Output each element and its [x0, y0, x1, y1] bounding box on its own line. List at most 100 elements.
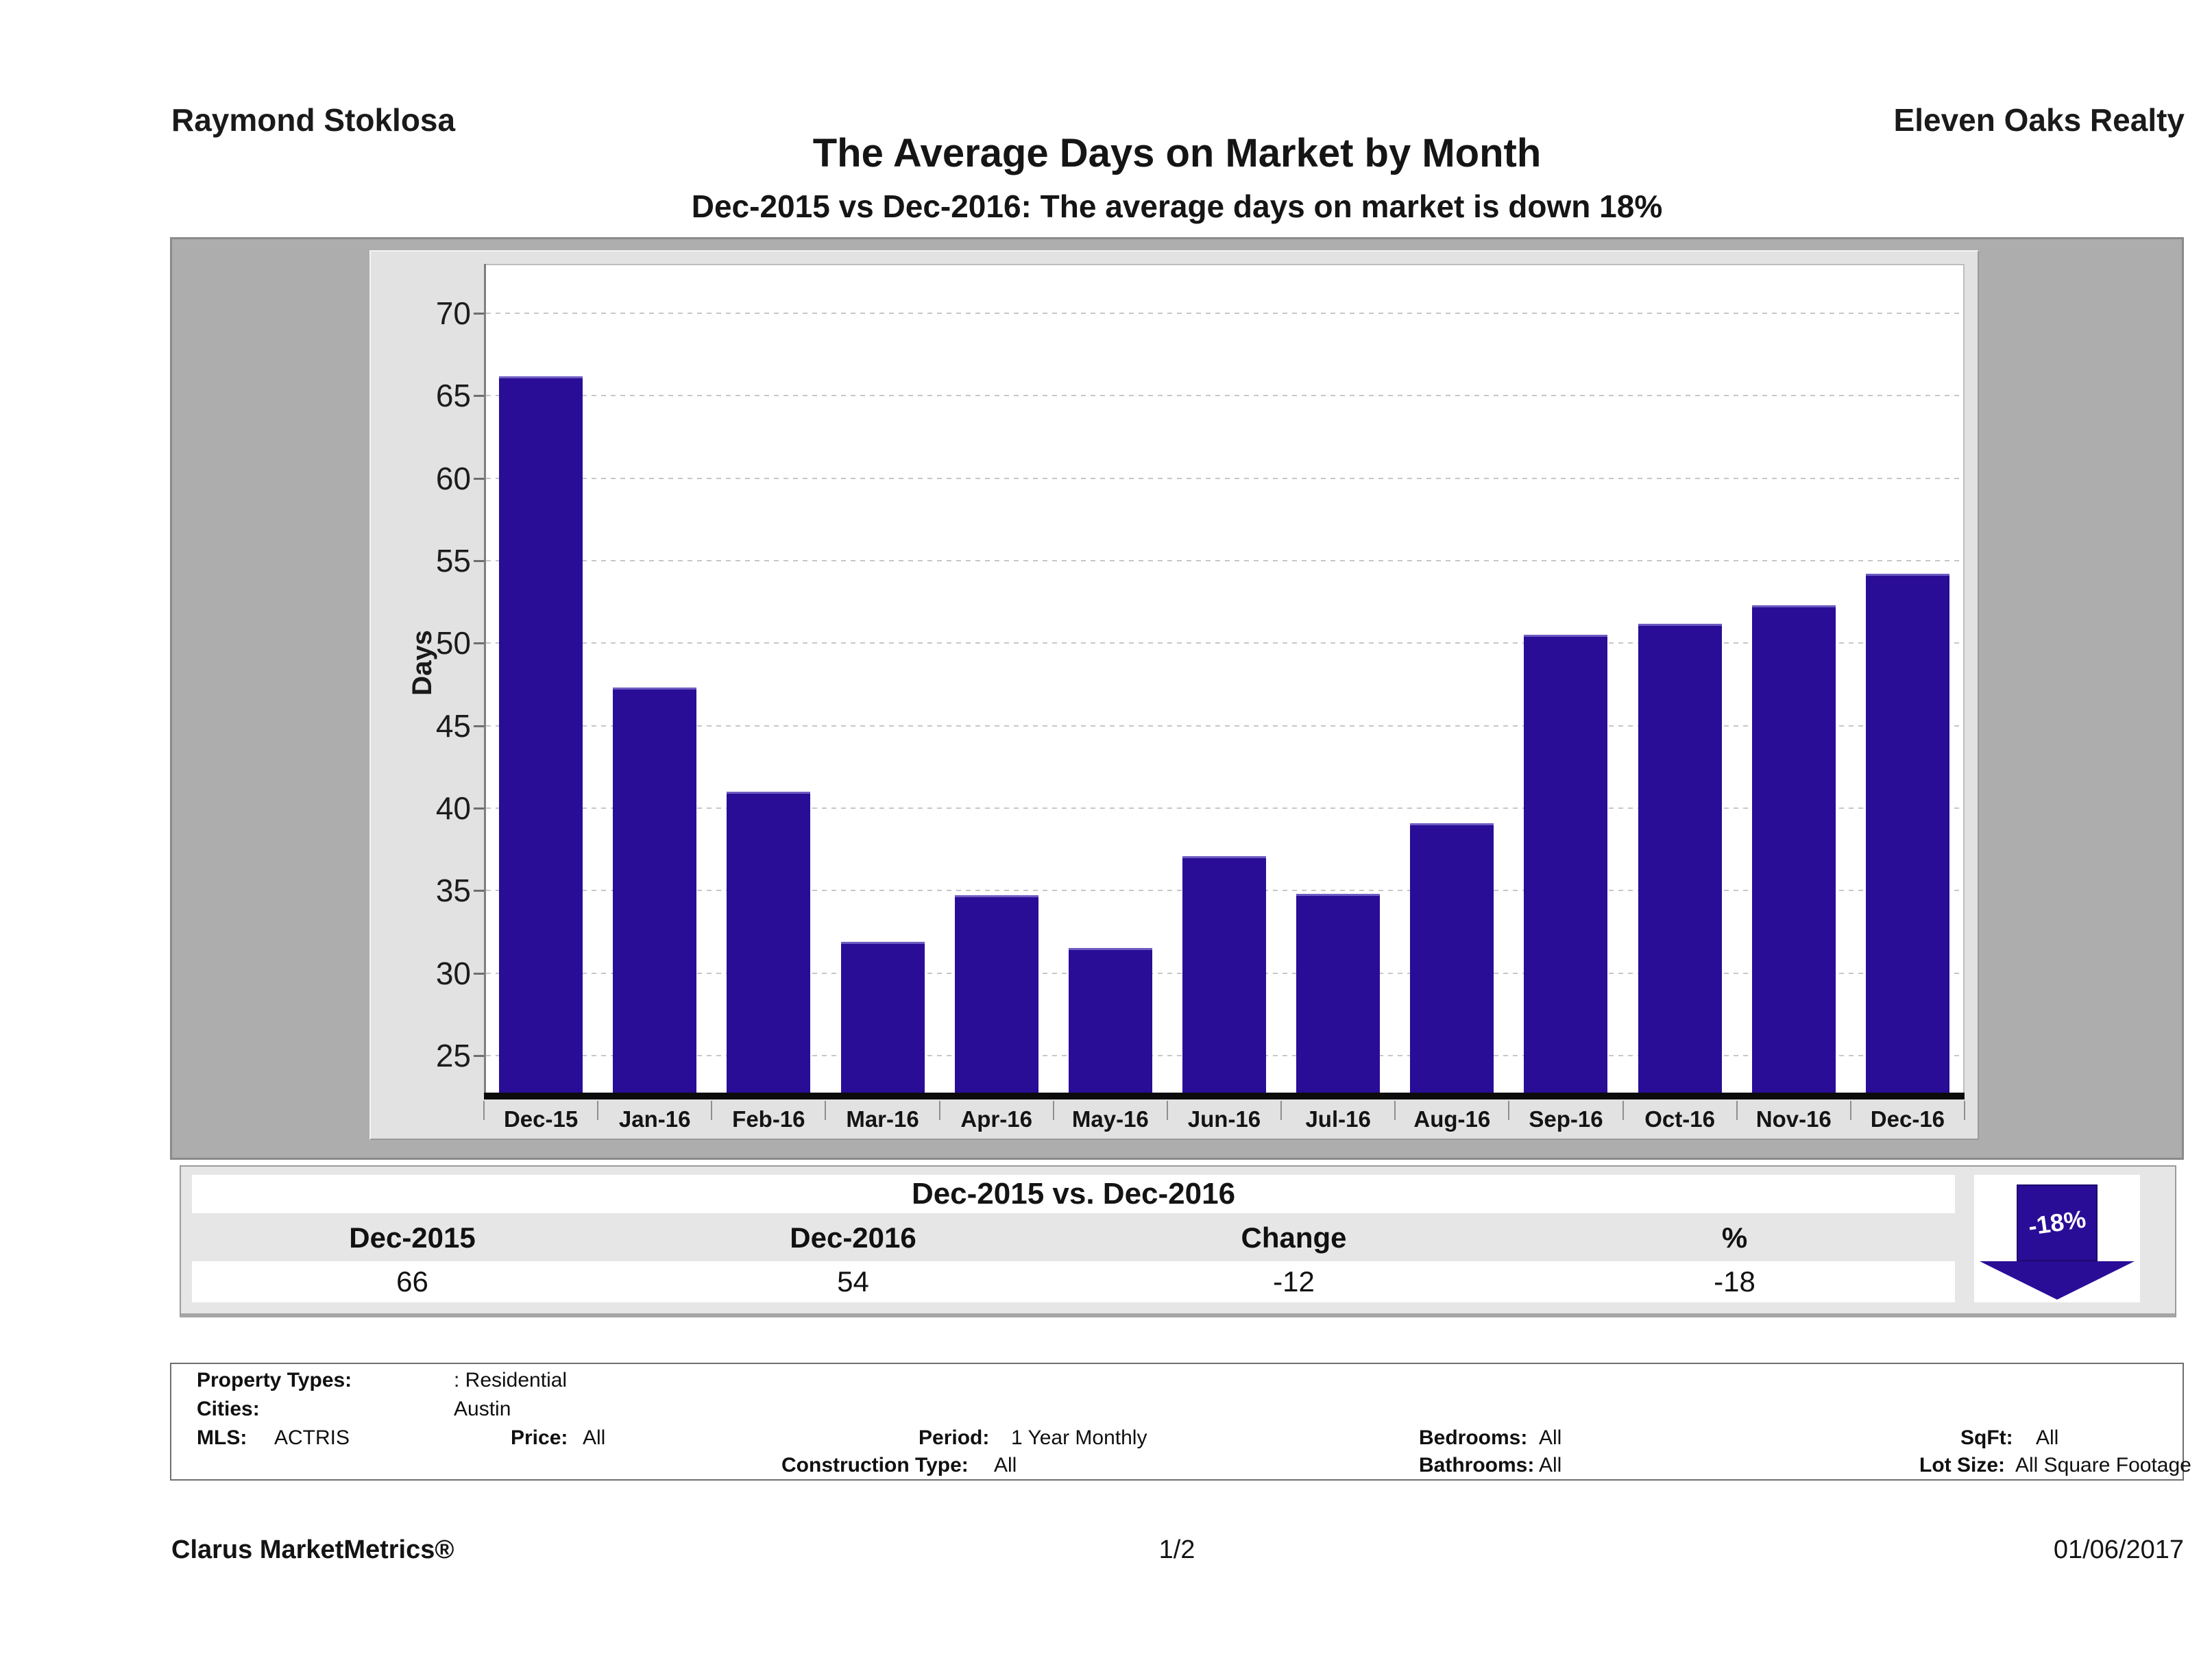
- gridline-45: [486, 725, 1963, 727]
- x-axis-labels: Dec-15 Jan-16 Feb-16 Mar-16 Apr-16 May-16 Jun-…: [483, 1099, 1965, 1141]
- change-arrow-panel: -18%: [1974, 1175, 2140, 1302]
- x-tick-separator: [1849, 1101, 1851, 1120]
- construction-type-label: Construction Type:: [781, 1454, 969, 1476]
- x-tick-separator: [1394, 1101, 1396, 1120]
- gridline-55: [486, 560, 1963, 562]
- bar-jan-16: [613, 688, 697, 1093]
- y-tick-label-25: 25: [435, 1037, 471, 1073]
- footer-page-number: 1/2: [1158, 1535, 1195, 1564]
- x-tick-label-nov-16: Nov-16: [1755, 1106, 1832, 1132]
- y-tick-label-60: 60: [435, 460, 471, 496]
- x-tick-label-may-16: May-16: [1071, 1106, 1149, 1132]
- price-value: All: [583, 1426, 606, 1449]
- property-types-value: : Residential: [454, 1369, 568, 1391]
- gridline-60: [486, 477, 1963, 479]
- x-tick-separator: [1622, 1101, 1624, 1120]
- y-tick-mark-55: [474, 560, 484, 563]
- x-tick-label-apr-16: Apr-16: [960, 1106, 1032, 1132]
- y-tick-mark-65: [474, 395, 484, 398]
- summary-table: Dec-2015 vs. Dec-2016 Dec-2015 Dec-2016 …: [180, 1165, 2176, 1317]
- mls-value: ACTRIS: [274, 1426, 350, 1449]
- summary-values-row: 66 54 -12 -18: [192, 1261, 1955, 1302]
- summary-col-dec2016: Dec-2016: [790, 1221, 916, 1254]
- x-tick-label-aug-16: Aug-16: [1413, 1106, 1491, 1132]
- bar-jul-16: [1296, 894, 1381, 1093]
- y-tick-label-55: 55: [435, 543, 471, 579]
- plot-border-top: [484, 264, 1965, 265]
- cities-label: Cities:: [197, 1398, 260, 1420]
- sqft-value: All: [2036, 1426, 2059, 1449]
- company-name: Eleven Oaks Realty: [1893, 102, 2185, 138]
- x-tick-separator: [1280, 1101, 1283, 1120]
- y-tick-mark-30: [474, 972, 484, 975]
- x-tick-separator: [1508, 1101, 1510, 1120]
- x-tick-separator: [1052, 1101, 1054, 1120]
- mls-label: MLS:: [197, 1426, 247, 1449]
- y-tick-label-70: 70: [435, 295, 471, 332]
- summary-title: Dec-2015 vs. Dec-2016: [192, 1175, 1955, 1213]
- lot-size-value: All Square Footage: [2015, 1454, 2191, 1476]
- bar-aug-16: [1410, 823, 1494, 1093]
- cities-value: Austin: [454, 1398, 511, 1420]
- bar-apr-16: [954, 895, 1038, 1093]
- y-tick-mark-60: [474, 477, 484, 480]
- x-tick-separator: [1964, 1101, 1965, 1120]
- summary-value-change: -12: [1273, 1265, 1315, 1298]
- plot-area: [484, 264, 1965, 1099]
- bar-dec-16: [1865, 574, 1949, 1093]
- x-tick-separator: [711, 1101, 713, 1120]
- criteria-box: Property Types: : Residential Cities: Au…: [170, 1363, 2191, 1481]
- bar-feb-16: [727, 791, 811, 1093]
- x-tick-label-dec-15: Dec-15: [503, 1106, 579, 1132]
- bar-nov-16: [1751, 605, 1836, 1093]
- x-tick-label-oct-16: Oct-16: [1644, 1106, 1715, 1132]
- y-tick-mark-70: [474, 313, 484, 315]
- summary-value-percent: -18: [1714, 1265, 1755, 1298]
- footer-brand: Clarus MarketMetrics®: [171, 1535, 454, 1564]
- bar-mar-16: [840, 941, 925, 1093]
- down-arrow-head-icon: [1980, 1261, 2135, 1300]
- bar-jun-16: [1182, 855, 1266, 1093]
- bar-may-16: [1068, 948, 1152, 1093]
- footer-date: 01/06/2017: [2053, 1535, 2184, 1564]
- y-tick-label-35: 35: [435, 873, 471, 909]
- x-tick-separator: [938, 1101, 940, 1120]
- arrow-percent-label: -18%: [2026, 1204, 2088, 1241]
- bedrooms-value: All: [1539, 1426, 1562, 1449]
- x-tick-separator: [825, 1101, 827, 1120]
- x-tick-label-jun-16: Jun-16: [1187, 1106, 1261, 1132]
- summary-col-change: Change: [1241, 1221, 1347, 1254]
- y-tick-mark-45: [474, 725, 484, 727]
- x-tick-label-jan-16: Jan-16: [618, 1106, 691, 1132]
- bathrooms-label: Bathrooms:: [1419, 1454, 1535, 1476]
- y-tick-label-65: 65: [435, 378, 471, 414]
- gridline-50: [486, 642, 1963, 644]
- x-tick-label-dec-16: Dec-16: [1870, 1106, 1945, 1132]
- lot-size-label: Lot Size:: [1919, 1454, 2005, 1476]
- y-tick-mark-35: [474, 890, 484, 892]
- chart-frame: Days 25 30 35 40 45 50 55 60 65 70 Dec-15 Jan-16 Fe…: [170, 237, 2184, 1160]
- gridline-70: [486, 313, 1963, 315]
- plot-border-right: [1963, 264, 1965, 1093]
- period-value: 1 Year Monthly: [1011, 1426, 1147, 1449]
- bar-sep-16: [1524, 635, 1608, 1093]
- y-tick-label-40: 40: [435, 790, 471, 826]
- x-tick-separator: [483, 1101, 485, 1120]
- bar-dec-15: [499, 376, 583, 1093]
- bar-oct-16: [1638, 623, 1722, 1093]
- chart-panel: Days 25 30 35 40 45 50 55 60 65 70 Dec-15 Jan-16 Fe…: [369, 250, 1979, 1140]
- y-tick-mark-50: [474, 642, 484, 645]
- x-tick-label-jul-16: Jul-16: [1305, 1106, 1371, 1132]
- y-tick-mark-40: [474, 807, 484, 810]
- y-tick-label-30: 30: [435, 955, 471, 991]
- x-tick-separator: [597, 1101, 599, 1120]
- x-tick-label-mar-16: Mar-16: [846, 1106, 919, 1132]
- report-subtitle: Dec-2015 vs Dec-2016: The average days o…: [691, 189, 1663, 224]
- y-tick-mark-25: [474, 1054, 484, 1057]
- x-tick-separator: [1166, 1101, 1168, 1120]
- agent-name: Raymond Stoklosa: [171, 102, 456, 138]
- gridline-40: [486, 807, 1963, 809]
- price-label: Price:: [511, 1426, 568, 1449]
- summary-col-percent: %: [1721, 1221, 1748, 1254]
- summary-value-dec2015: 66: [396, 1265, 428, 1298]
